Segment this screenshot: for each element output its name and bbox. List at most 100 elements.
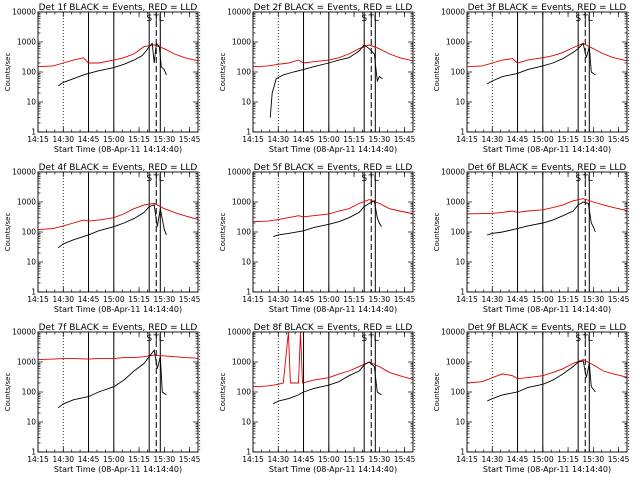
panel-det-9: 1 10 100 1000 10000 14:15 14:30 14:45 15:00 15:15… [433,323,630,474]
x-axis-label: Start Time (08-Apr-11 14:14:40) [54,465,182,474]
event-marker-t: T [153,14,160,24]
x-tick-label: 14:45 [78,135,100,144]
panel-title: Det 3f BLACK = Events, RED = LLD [468,3,627,13]
panel-det-8: 1 10 100 1000 10000 14:15 14:30 14:45 15:00 15:15… [219,323,416,474]
panel-title: Det 9f BLACK = Events, RED = LLD [468,323,627,333]
x-axis-label: Start Time (08-Apr-11 14:14:40) [269,145,397,154]
x-tick-label: 14:30 [481,455,503,464]
x-tick-label: 15:45 [394,455,416,464]
series-red-lld [38,202,198,231]
y-tick-label: 10000 [12,168,36,177]
y-tick-label: 10000 [227,328,251,337]
series-black-events [487,360,596,402]
panel-det-3: 1 10 100 1000 10000 14:15 14:30 14:45 15:00 15:15… [433,3,630,154]
y-tick-label: 10000 [441,8,465,17]
x-tick-label: 15:15 [557,135,579,144]
y-tick-label: 1000 [446,358,465,367]
y-tick-label: 100 [451,388,466,397]
series-red-lld [467,42,627,68]
x-tick-label: 15:30 [369,455,391,464]
x-tick-label: 15:30 [154,135,176,144]
y-tick-label: 10000 [441,328,465,337]
y-tick-label: 10 [455,418,465,427]
x-tick-label: 15:45 [608,455,630,464]
y-tick-label: 10000 [12,328,36,337]
x-axis-label: Start Time (08-Apr-11 14:14:40) [483,145,611,154]
y-tick-label: 1 [31,128,36,137]
series-black-events [487,201,596,236]
event-marker-l: L [374,174,379,184]
y-tick-label: 1000 [17,198,36,207]
event-marker-t: T [368,174,375,184]
x-tick-label: 14:30 [52,135,74,144]
x-tick-label: 14:15 [242,295,264,304]
x-tick-label: 14:15 [456,295,478,304]
x-tick-label: 15:15 [128,295,150,304]
x-tick-label: 15:15 [343,135,365,144]
x-tick-label: 14:15 [27,295,49,304]
x-tick-label: 15:00 [103,295,125,304]
y-tick-label: 10 [455,98,465,107]
y-axis-label: Counts/sec [433,373,441,412]
y-tick-label: 1000 [232,38,251,47]
x-tick-label: 15:45 [179,295,201,304]
x-tick-label: 15:15 [343,455,365,464]
y-tick-label: 100 [451,68,466,77]
event-marker-l: L [159,174,164,184]
event-marker-l: L [588,174,593,184]
y-tick-label: 1000 [446,38,465,47]
x-tick-label: 15:00 [318,455,340,464]
series-red-lld [253,44,413,68]
panel-title: Det 8f BLACK = Events, RED = LLD [254,323,413,333]
event-marker-l: L [159,14,164,24]
panel-det-6: 1 10 100 1000 10000 14:15 14:30 14:45 15:00 15:15… [433,163,630,314]
x-tick-label: 14:30 [481,135,503,144]
plot-frame [37,331,199,453]
x-tick-label: 15:00 [532,295,554,304]
series-black-events [57,204,167,249]
y-tick-label: 10 [26,418,36,427]
event-marker-t: T [153,334,160,344]
x-tick-label: 14:45 [78,455,100,464]
series-red-lld [38,354,198,361]
y-tick-label: 1000 [232,358,251,367]
x-tick-label: 14:30 [267,135,289,144]
y-tick-label: 1 [460,448,465,457]
event-marker-l: L [374,14,379,24]
panel-title: Det 5f BLACK = Events, RED = LLD [254,163,413,173]
event-marker-l: L [159,334,164,344]
series-black-events [486,42,596,85]
x-axis-label: Start Time (08-Apr-11 14:14:40) [54,305,182,314]
y-tick-label: 10000 [227,8,251,17]
x-tick-label: 15:15 [343,295,365,304]
event-marker-t: T [582,174,589,184]
x-tick-label: 14:45 [293,295,315,304]
x-tick-label: 15:30 [583,135,605,144]
y-axis-label: Counts/sec [219,53,227,92]
plot-frame [466,11,628,133]
y-tick-label: 100 [22,68,37,77]
y-tick-label: 100 [237,68,252,77]
event-marker-s: S [361,174,367,184]
x-tick-label: 14:15 [242,135,264,144]
x-axis-label: Start Time (08-Apr-11 14:14:40) [483,465,611,474]
event-marker-t: T [582,334,589,344]
y-axis-label: Counts/sec [433,213,441,252]
event-marker-s: S [361,14,367,24]
x-tick-label: 14:45 [293,135,315,144]
y-tick-label: 100 [237,228,252,237]
y-tick-label: 10 [241,418,251,427]
event-marker-t: T [368,334,375,344]
x-tick-label: 15:15 [128,455,150,464]
x-tick-label: 15:30 [154,455,176,464]
x-tick-label: 15:15 [557,455,579,464]
panel-det-5: 1 10 100 1000 10000 14:15 14:30 14:45 15:00 15:15… [219,163,416,314]
x-tick-label: 15:00 [532,455,554,464]
plot-frame [466,171,628,293]
y-tick-label: 100 [451,228,466,237]
y-tick-label: 1000 [17,358,36,367]
x-tick-label: 14:15 [27,455,49,464]
event-marker-s: S [575,174,581,184]
x-tick-label: 14:45 [78,295,100,304]
